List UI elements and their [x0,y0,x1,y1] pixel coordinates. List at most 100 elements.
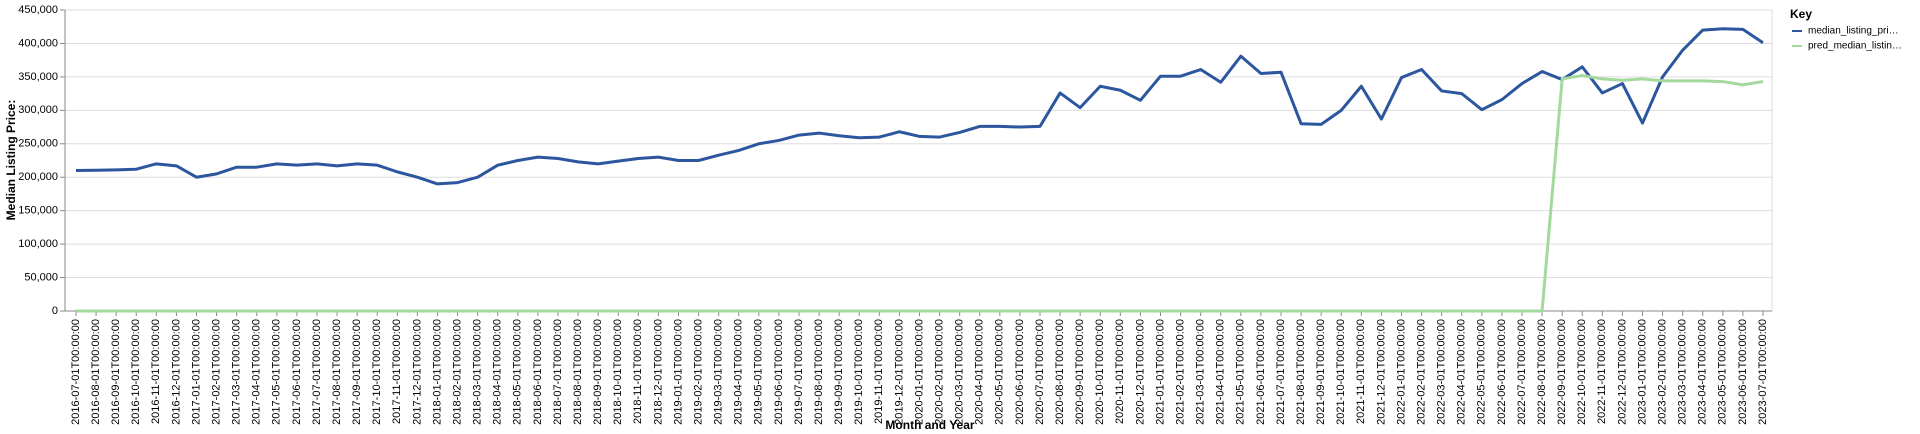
x-tick-label: 2019-12-01T00:00:00 [893,319,905,425]
x-tick-label: 2019-08-01T00:00:00 [813,319,825,425]
x-tick-label: 2022-03-01T00:00:00 [1436,319,1448,425]
x-tick-label: 2018-10-01T00:00:00 [612,319,624,425]
x-tick-label: 2019-03-01T00:00:00 [713,319,725,425]
series-line [75,27,1764,186]
x-tick-label: 2017-07-01T00:00:00 [311,319,323,425]
x-tick-label: 2023-06-01T00:00:00 [1737,319,1749,425]
x-tick-label: 2022-05-01T00:00:00 [1476,319,1488,425]
x-tick-label: 2016-10-01T00:00:00 [130,319,142,425]
x-tick-label: 2022-08-01T00:00:00 [1536,319,1548,425]
x-tick-label: 2017-10-01T00:00:00 [371,319,383,425]
x-tick-label: 2022-01-01T00:00:00 [1395,319,1407,425]
x-tick-label: 2019-09-01T00:00:00 [833,319,845,425]
x-tick-label: 2021-09-01T00:00:00 [1315,319,1327,425]
legend-title: Key [1790,7,1812,21]
series-line [76,74,1764,313]
x-tick-label: 2021-02-01T00:00:00 [1174,319,1186,425]
y-tick-label: 100,000 [18,238,58,250]
x-tick-label: 2017-05-01T00:00:00 [271,319,283,425]
x-tick-label: 2016-07-01T00:00:00 [70,319,82,425]
x-tick-label: 2022-11-01T00:00:00 [1596,319,1608,424]
x-tick-label: 2021-05-01T00:00:00 [1235,319,1247,425]
x-tick-label: 2019-07-01T00:00:00 [793,319,805,425]
y-tick-label: 50,000 [24,271,58,283]
legend-label: pred_median_listin… [1808,41,1902,52]
x-tick-label: 2018-05-01T00:00:00 [512,319,524,425]
y-tick-label: 200,000 [18,171,58,183]
x-tick-label: 2021-03-01T00:00:00 [1195,319,1207,425]
x-tick-label: 2017-06-01T00:00:00 [291,319,303,425]
y-tick-label: 400,000 [18,37,58,49]
x-tick-label: 2021-11-01T00:00:00 [1355,319,1367,424]
x-tick-label: 2020-05-01T00:00:00 [994,319,1006,425]
x-tick-label: 2018-02-01T00:00:00 [451,319,463,425]
x-tick-label: 2019-01-01T00:00:00 [672,319,684,425]
x-tick-label: 2017-04-01T00:00:00 [251,319,263,425]
x-tick-label: 2022-04-01T00:00:00 [1456,319,1468,425]
x-tick-label: 2019-06-01T00:00:00 [773,319,785,425]
x-tick-label: 2017-03-01T00:00:00 [231,319,243,425]
x-tick-label: 2017-08-01T00:00:00 [331,319,343,425]
x-tick-label: 2022-10-01T00:00:00 [1576,319,1588,425]
x-tick-label: 2017-01-01T00:00:00 [190,319,202,425]
y-tick-label: 150,000 [18,205,58,217]
x-tick-label: 2023-03-01T00:00:00 [1677,319,1689,425]
x-tick-label: 2018-11-01T00:00:00 [632,319,644,424]
x-tick-label: 2018-07-01T00:00:00 [552,319,564,425]
x-tick-label: 2021-07-01T00:00:00 [1275,319,1287,425]
x-axis-title: Month and Year [885,418,974,432]
x-tick-label: 2021-08-01T00:00:00 [1295,319,1307,425]
y-axis-title: Median Listing Price: [4,100,18,221]
x-tick-label: 2016-12-01T00:00:00 [170,319,182,425]
y-tick-label: 250,000 [18,138,58,150]
x-tick-label: 2019-05-01T00:00:00 [753,319,765,425]
x-tick-label: 2020-10-01T00:00:00 [1094,319,1106,425]
x-tick-label: 2016-08-01T00:00:00 [90,319,102,425]
y-tick-label: 0 [52,305,58,317]
x-tick-label: 2016-11-01T00:00:00 [150,319,162,424]
x-tick-label: 2020-12-01T00:00:00 [1134,319,1146,425]
x-tick-label: 2018-04-01T00:00:00 [492,319,504,425]
x-tick-label: 2021-10-01T00:00:00 [1335,319,1347,425]
x-tick-label: 2023-04-01T00:00:00 [1697,319,1709,425]
x-tick-label: 2023-05-01T00:00:00 [1717,319,1729,425]
x-tick-label: 2022-02-01T00:00:00 [1415,319,1427,425]
x-tick-label: 2021-01-01T00:00:00 [1154,319,1166,425]
x-tick-label: 2020-04-01T00:00:00 [974,319,986,425]
x-tick-label: 2017-09-01T00:00:00 [351,319,363,425]
x-tick-label: 2023-01-01T00:00:00 [1636,319,1648,425]
x-tick-label: 2020-08-01T00:00:00 [1054,319,1066,425]
x-tick-label: 2018-09-01T00:00:00 [592,319,604,425]
x-tick-label: 2017-12-01T00:00:00 [411,319,423,425]
y-tick-label: 450,000 [18,4,58,16]
x-tick-label: 2018-01-01T00:00:00 [431,319,443,425]
x-tick-label: 2020-06-01T00:00:00 [1014,319,1026,425]
x-tick-label: 2022-12-01T00:00:00 [1616,319,1628,425]
x-tick-label: 2019-02-01T00:00:00 [692,319,704,425]
x-tick-label: 2018-08-01T00:00:00 [572,319,584,425]
x-tick-label: 2020-07-01T00:00:00 [1034,319,1046,425]
x-tick-label: 2020-03-01T00:00:00 [954,319,966,425]
x-tick-label: 2023-07-01T00:00:00 [1757,319,1769,425]
x-tick-label: 2017-02-01T00:00:00 [210,319,222,425]
x-tick-label: 2021-06-01T00:00:00 [1255,319,1267,425]
x-tick-label: 2022-06-01T00:00:00 [1496,319,1508,425]
x-tick-label: 2019-04-01T00:00:00 [733,319,745,425]
x-tick-label: 2020-01-01T00:00:00 [913,319,925,425]
y-tick-label: 350,000 [18,71,58,83]
legend-label: median_listing_pri… [1808,26,1899,37]
x-tick-label: 2019-10-01T00:00:00 [853,319,865,425]
x-tick-label: 2020-02-01T00:00:00 [933,319,945,425]
x-tick-label: 2023-02-01T00:00:00 [1656,319,1668,425]
y-tick-label: 300,000 [18,104,58,116]
x-tick-label: 2016-09-01T00:00:00 [110,319,122,425]
x-tick-label: 2020-09-01T00:00:00 [1074,319,1086,425]
x-tick-label: 2018-12-01T00:00:00 [652,319,664,425]
x-tick-label: 2022-09-01T00:00:00 [1556,319,1568,425]
x-tick-label: 2017-11-01T00:00:00 [391,319,403,424]
x-tick-label: 2018-03-01T00:00:00 [472,319,484,425]
x-tick-label: 2020-11-01T00:00:00 [1114,319,1126,424]
